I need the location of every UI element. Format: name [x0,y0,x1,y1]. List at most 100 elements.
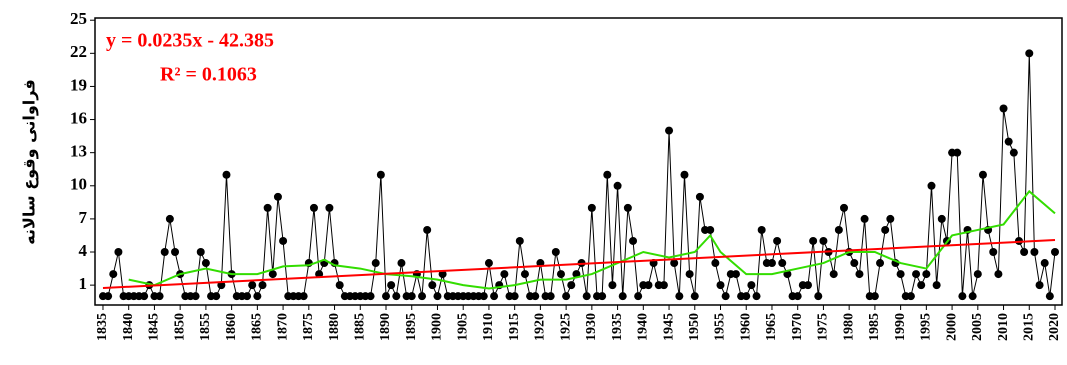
y-tick-label: 10 [70,175,87,194]
x-tick-label: 1975 [816,313,831,341]
equation: y = 0.0235x - 42.385 [106,30,274,52]
x-tick-label: 1880 [327,313,342,341]
point [1040,259,1049,268]
y-axis-label: فراوانی وقوع سالانه [20,79,39,244]
point [906,292,915,301]
point [603,170,612,179]
x-tick-label: 1930 [584,313,599,341]
point [803,281,812,290]
point [1030,248,1039,257]
point [629,236,638,245]
point [397,259,406,268]
x-tick-label: 1900 [430,313,445,341]
point [248,281,257,290]
point [675,292,684,301]
point [912,270,921,279]
x-tick-label: 1840 [121,313,136,341]
point [623,203,632,212]
point [366,292,375,301]
point [222,170,231,179]
point [978,170,987,179]
point [870,292,879,301]
point [567,281,576,290]
point [876,259,885,268]
x-tick-label: 1995 [919,313,934,341]
point [371,259,380,268]
point [140,292,149,301]
point [520,270,529,279]
point [968,292,977,301]
point [752,292,761,301]
point [922,270,931,279]
y-tick-label: 19 [70,75,87,94]
x-tick-label: 1950 [687,313,702,341]
point [994,270,1003,279]
point [1004,137,1013,146]
point [268,270,277,279]
y-tick-label: 25 [70,9,87,28]
point [299,292,308,301]
r-squared: R² = 0.1063 [160,64,257,86]
point [114,248,123,257]
y-tick-label: 16 [70,108,87,127]
point [258,281,267,290]
point [263,203,272,212]
x-tick-label: 1915 [507,313,522,341]
point [376,170,385,179]
point [690,292,699,301]
point [793,292,802,301]
point [814,292,823,301]
point [556,270,565,279]
point [582,292,591,301]
point [531,292,540,301]
point [479,292,488,301]
point [423,225,432,234]
point [1009,148,1018,157]
point [953,148,962,157]
point [773,236,782,245]
point [243,292,252,301]
point [418,292,427,301]
point [279,236,288,245]
point [973,270,982,279]
point [155,292,164,301]
point [109,270,118,279]
x-tick-label: 2010 [996,313,1011,341]
point [387,281,396,290]
x-tick-label: 1885 [352,313,367,341]
point [860,214,869,223]
x-tick-label: 1955 [713,313,728,341]
point [433,292,442,301]
point [335,281,344,290]
x-tick-label: 1990 [893,313,908,341]
point [608,281,617,290]
x-tick-label: 1855 [198,313,213,341]
point [1051,248,1060,257]
point [546,292,555,301]
x-tick-label: 1985 [867,313,882,341]
y-tick-label: 7 [79,208,88,227]
point [253,292,262,301]
x-tick-label: 1895 [404,313,419,341]
point [490,292,499,301]
point [767,259,776,268]
x-tick-label: 1875 [301,313,316,341]
point [1020,248,1029,257]
point [716,281,725,290]
point [201,259,210,268]
x-tick-label: 1935 [610,313,625,341]
point [160,248,169,257]
x-tick-label: 1905 [455,313,470,341]
point [757,225,766,234]
point [999,104,1008,113]
point [1045,292,1054,301]
point [706,225,715,234]
point [665,126,674,135]
point [881,225,890,234]
point [927,181,936,190]
point [104,292,113,301]
point [958,292,967,301]
x-tick-label: 1960 [738,313,753,341]
point [587,203,596,212]
